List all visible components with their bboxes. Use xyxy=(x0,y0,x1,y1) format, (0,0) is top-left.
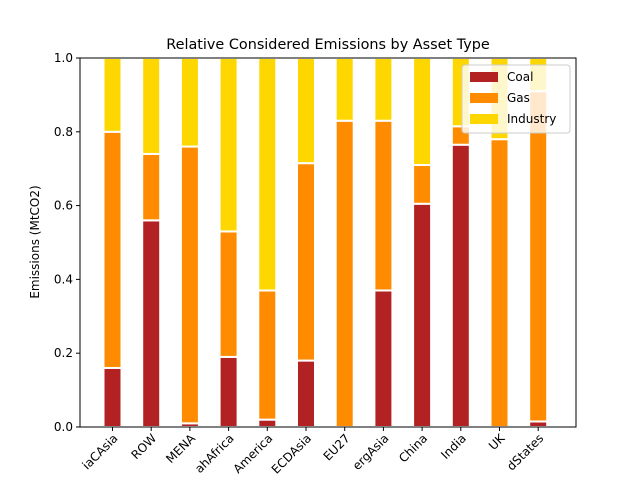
bar-gas-11 xyxy=(528,90,549,423)
x-tick-label-4: America xyxy=(231,431,276,476)
x-tick-label-11: dStates xyxy=(504,431,546,473)
bar-industry-2 xyxy=(179,57,200,148)
bar-gas-5 xyxy=(296,162,316,362)
y-tick-label-0: 0.0 xyxy=(54,420,73,434)
bar-gas-2 xyxy=(179,145,200,425)
chart-title: Relative Considered Emissions by Asset T… xyxy=(166,37,490,53)
legend: Coal Gas Industry xyxy=(461,64,571,134)
bar-gas-8 xyxy=(412,164,433,205)
y-tick-label-5: 1.0 xyxy=(54,51,73,65)
legend-swatch-industry xyxy=(470,114,498,124)
x-tick-label-3: ahAfrica xyxy=(192,431,237,476)
x-tick-label-1: ROW xyxy=(128,431,159,462)
bar-coal-1 xyxy=(141,219,162,428)
bar-gas-6 xyxy=(334,119,355,428)
bar-industry-7 xyxy=(373,57,394,122)
bar-coal-0 xyxy=(102,366,123,428)
legend-swatch-coal xyxy=(470,72,498,82)
bar-industry-1 xyxy=(141,57,162,155)
bars-layer xyxy=(102,57,549,429)
bar-coal-3 xyxy=(218,355,239,429)
bar-gas-7 xyxy=(373,119,394,292)
bar-gas-1 xyxy=(141,152,162,222)
x-tick-label-9: India xyxy=(438,431,469,462)
bar-industry-3 xyxy=(218,57,239,233)
legend-label-industry: Industry xyxy=(507,112,556,126)
y-tick-label-4: 0.8 xyxy=(54,125,73,139)
bar-industry-5 xyxy=(296,57,316,165)
x-tick-label-5: ECDAsia xyxy=(269,431,314,476)
bar-gas-4 xyxy=(257,289,278,421)
x-tick-label-2: MENA xyxy=(163,431,198,466)
y-axis-label: Emissions (MtCO2) xyxy=(28,185,42,298)
legend-label-coal: Coal xyxy=(507,70,533,84)
y-tick-label-2: 0.4 xyxy=(54,272,73,286)
x-tick-label-7: ergAsia xyxy=(350,431,392,473)
bar-coal-9 xyxy=(450,143,471,428)
x-tick-label-10: UK xyxy=(486,430,508,452)
legend-swatch-gas xyxy=(470,93,498,103)
bar-industry-8 xyxy=(412,57,433,167)
x-tick-label-6: EU27 xyxy=(321,431,353,463)
bar-coal-8 xyxy=(412,202,433,428)
bar-gas-10 xyxy=(489,138,510,428)
legend-label-gas: Gas xyxy=(507,91,530,105)
bar-industry-0 xyxy=(102,57,123,133)
y-tick-label-1: 0.2 xyxy=(54,346,73,360)
bar-industry-4 xyxy=(257,57,278,292)
bar-industry-6 xyxy=(334,57,355,122)
bar-coal-4 xyxy=(257,418,278,428)
bar-coal-5 xyxy=(296,359,316,428)
y-tick-label-3: 0.6 xyxy=(54,199,73,213)
bar-gas-0 xyxy=(102,130,123,369)
bar-gas-3 xyxy=(218,230,239,358)
x-tick-label-8: China xyxy=(396,431,430,465)
plot-frame xyxy=(79,57,577,428)
x-tick-label-0: iaCAsia xyxy=(79,431,120,472)
bar-coal-7 xyxy=(373,289,394,428)
